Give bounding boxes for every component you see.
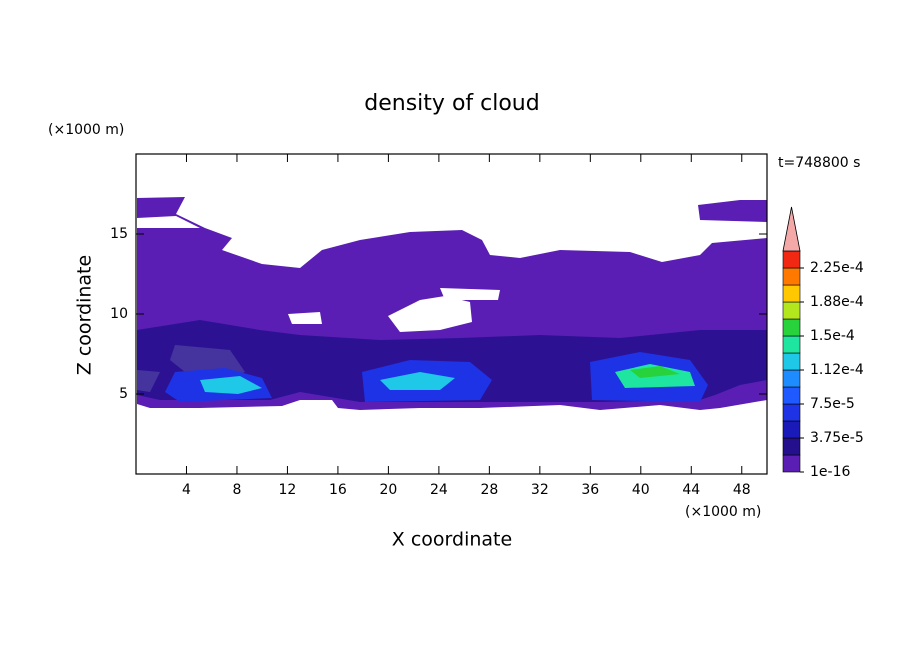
- x-tick-label: 32: [531, 482, 549, 498]
- cloud-core: [380, 372, 455, 390]
- colorbar-box: [782, 335, 801, 354]
- chart-title: density of cloud: [364, 91, 539, 116]
- x-tick-label: 8: [232, 482, 241, 498]
- colorbar-extension: [782, 206, 801, 252]
- x-tick-label: 24: [430, 482, 448, 498]
- y-tick-label: 10: [110, 306, 128, 322]
- colorbar-box: [782, 318, 801, 337]
- colorbar-box: [782, 352, 801, 371]
- y-tick-label: 5: [119, 386, 128, 402]
- colorbar-tick-label: 7.5e-5: [810, 396, 855, 412]
- colorbar-tick-label: 3.75e-5: [810, 430, 864, 446]
- cloud-core: [630, 366, 680, 378]
- colorbar-box: [782, 284, 801, 303]
- colorbar-box: [782, 420, 801, 439]
- cloud-core: [200, 376, 262, 394]
- cloud-hole: [137, 216, 200, 228]
- cloud-hole: [440, 288, 500, 300]
- x-axis-label: X coordinate: [392, 529, 512, 551]
- x-tick-label: 28: [480, 482, 498, 498]
- x-tick-label: 36: [581, 482, 599, 498]
- x-tick-label: 20: [379, 482, 397, 498]
- x-tick-label: 40: [632, 482, 650, 498]
- colorbar-box: [782, 250, 801, 269]
- colorbar-tick-label: 1.12e-4: [810, 362, 864, 378]
- x-tick-label: 16: [329, 482, 347, 498]
- cloud-region: [698, 200, 767, 222]
- time-label: t=748800 s: [778, 155, 860, 171]
- colorbar-tick-label: 2.25e-4: [810, 260, 864, 276]
- y-tick-label: 15: [110, 226, 128, 242]
- cloud-hole: [288, 312, 322, 324]
- cloud-hole: [388, 296, 472, 332]
- contour-field: [137, 197, 767, 410]
- colorbar-box: [782, 369, 801, 388]
- colorbar-box: [782, 437, 801, 456]
- colorbar-tick-label: 1.5e-4: [810, 328, 855, 344]
- y-unit: (×1000 m): [48, 122, 124, 138]
- colorbar-box: [782, 301, 801, 320]
- colorbar-box: [782, 267, 801, 286]
- colorbar-tick-label: 1.88e-4: [810, 294, 864, 310]
- x-tick-label: 48: [733, 482, 751, 498]
- x-unit: (×1000 m): [685, 504, 761, 520]
- colorbar-box: [782, 403, 801, 422]
- colorbar-tick-label: 1e-16: [810, 464, 850, 480]
- y-axis-label: Z coordinate: [74, 255, 96, 375]
- x-tick-label: 12: [279, 482, 297, 498]
- x-tick-label: 4: [182, 482, 191, 498]
- colorbar-box: [782, 386, 801, 405]
- x-tick-label: 44: [682, 482, 700, 498]
- colorbar-box: [782, 454, 801, 473]
